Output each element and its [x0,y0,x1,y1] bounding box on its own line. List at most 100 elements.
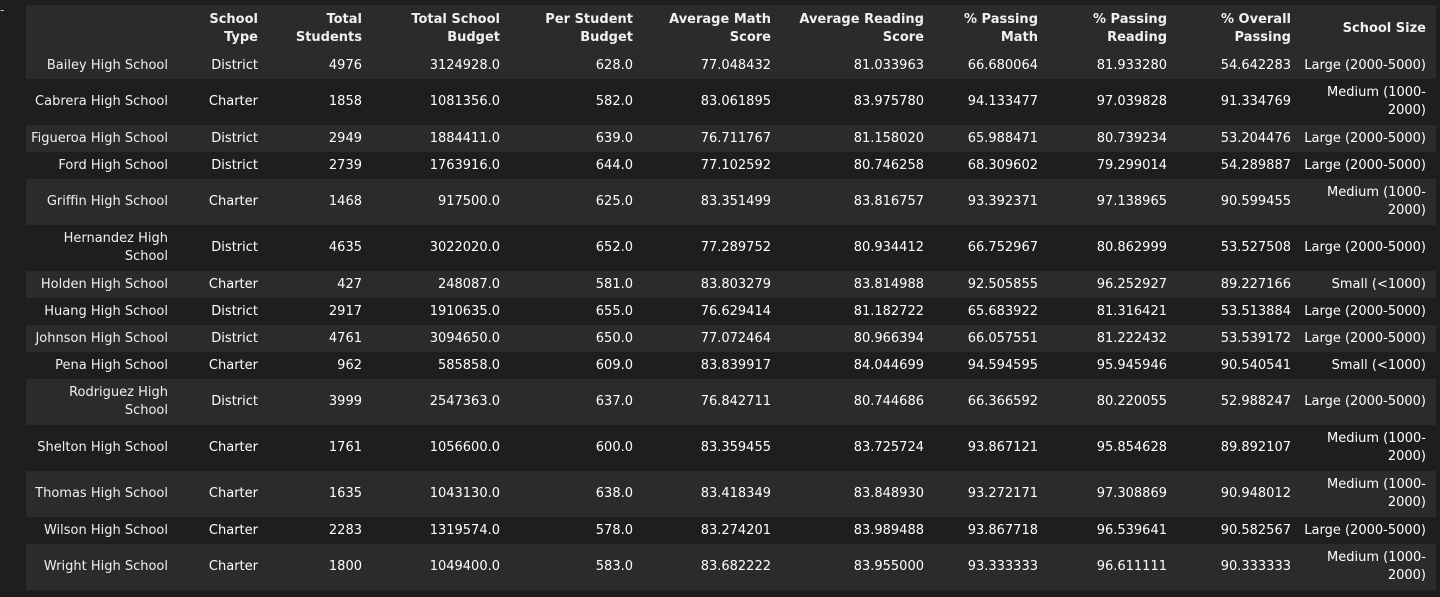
table-cell: District [211,130,258,146]
table-cell: 66.366592 [967,394,1038,409]
row-index-school-name: Cabrera High School [35,94,168,109]
table-cell: 89.227166 [1220,276,1291,292]
table-cell: 76.629414 [700,303,771,319]
table-row: Cabrera High School Charter 1858 1081356.0 5… [26,79,1436,125]
table-cell: 96.611111 [1096,559,1167,574]
column-header: School Type [209,11,258,45]
table-cell: 652.0 [595,240,633,255]
table-cell: 3094650.0 [429,330,500,346]
table-cell: Large (2000-5000) [1304,394,1426,409]
table-cell: 90.599455 [1220,194,1291,209]
column-header: % Passing Math [964,11,1038,45]
table-cell: Medium (1000-2000) [1327,185,1426,218]
table-cell: 1884411.0 [429,130,500,146]
table-cell: Charter [208,486,258,501]
table-cell: 92.505855 [967,276,1038,292]
table-cell: 1049400.0 [429,559,500,574]
table-cell: District [211,57,258,73]
table-cell: 248087.0 [437,276,500,292]
table-cell: 2949 [328,130,362,146]
row-index-school-name: Figueroa High School [31,130,168,146]
table-row: Pena High School Charter 962 585858.0 609.0 8… [26,352,1436,379]
table-cell: 93.392371 [967,194,1038,209]
table-cell: 2739 [328,157,362,173]
table-cell: 1761 [328,440,362,455]
table-cell: 1635 [328,486,362,501]
table-row: Thomas High School Charter 1635 1043130.0 63… [26,471,1436,517]
table-cell: 1468 [328,194,362,209]
table-cell: 97.039828 [1096,94,1167,109]
table-cell: 2917 [328,303,362,319]
table-cell: Medium (1000-2000) [1327,431,1426,464]
table-cell: Large (2000-5000) [1304,303,1426,319]
table-cell: 89.892107 [1220,440,1291,455]
table-cell: 4976 [328,57,362,73]
column-header: School Size [1342,20,1426,36]
table-cell: 83.725724 [853,440,924,455]
table-cell: 80.744686 [853,394,924,409]
index-header [26,5,178,52]
table-cell: 93.867121 [967,440,1038,455]
table-cell: 91.334769 [1220,94,1291,109]
row-index-school-name: Holden High School [40,276,168,292]
row-index-school-name: Wilson High School [43,522,168,538]
table-cell: 97.308869 [1096,486,1167,501]
table-cell: 54.289887 [1220,157,1291,173]
table-cell: 93.333333 [967,559,1038,574]
row-index-school-name: Thomas High School [35,486,168,501]
table-cell: 578.0 [595,522,633,538]
table-cell: 1763916.0 [429,157,500,173]
table-cell: 83.274201 [700,522,771,538]
table-cell: Charter [208,440,258,455]
table-cell: Large (2000-5000) [1304,240,1426,255]
table-row: Holden High School Charter 427 248087.0 581.… [26,271,1436,298]
table-cell: 80.739234 [1096,130,1167,146]
table-cell: District [211,157,258,173]
table-cell: Medium (1000-2000) [1327,477,1426,510]
table-cell: 585858.0 [437,357,500,373]
table-cell: 93.272171 [967,486,1038,501]
table-cell: 76.842711 [700,394,771,409]
table-cell: 53.204476 [1220,130,1291,146]
table-cell: 80.746258 [853,157,924,173]
table-row: Shelton High School Charter 1761 1056600.0 6… [26,425,1436,471]
table-cell: 90.582567 [1220,522,1291,538]
table-cell: 1043130.0 [429,486,500,501]
table-cell: 83.975780 [853,94,924,109]
table-cell: 53.539172 [1220,330,1291,346]
table-cell: 81.933280 [1096,57,1167,73]
table-row: Hernandez High School District 4635 3022020… [26,225,1436,271]
table-cell: 83.839917 [700,357,771,373]
table-cell: District [211,240,258,255]
table-cell: 83.816757 [853,194,924,209]
output-marker: - [0,3,5,17]
table-cell: 81.182722 [853,303,924,319]
table-cell: 90.948012 [1220,486,1291,501]
table-cell: 600.0 [595,440,633,455]
table-cell: District [211,394,258,409]
row-index-school-name: Rodriguez High School [69,385,168,418]
table-cell: 66.680064 [967,57,1038,73]
table-cell: 80.966394 [853,330,924,346]
row-index-school-name: Bailey High School [46,57,168,73]
row-index-school-name: Pena High School [55,357,168,373]
table-cell: 81.222432 [1096,330,1167,346]
table-cell: 917500.0 [437,194,500,209]
table-cell: 83.682222 [700,559,771,574]
table-cell: 80.934412 [853,240,924,255]
table-cell: 581.0 [595,276,633,292]
table-cell: Medium (1000-2000) [1327,85,1426,118]
table-cell: 4635 [328,240,362,255]
table-cell: 65.683922 [967,303,1038,319]
table-cell: 80.862999 [1096,240,1167,255]
table-cell: 79.299014 [1096,157,1167,173]
table-cell: 83.803279 [700,276,771,292]
table-cell: 1858 [328,94,362,109]
column-header: Total School Budget [411,11,500,45]
table-cell: Large (2000-5000) [1304,130,1426,146]
table-row: Griffin High School Charter 1468 917500.0 62… [26,179,1436,225]
table-cell: Large (2000-5000) [1304,330,1426,346]
table-cell: 83.955000 [853,559,924,574]
row-index-school-name: Wright High School [43,559,168,574]
table-cell: 2283 [328,522,362,538]
